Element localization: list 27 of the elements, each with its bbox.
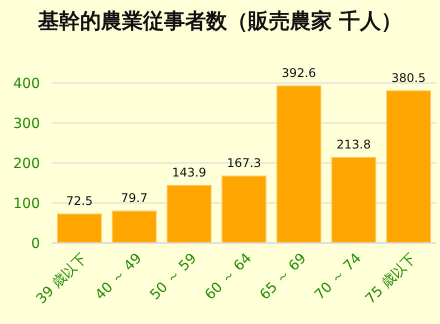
bar [166, 184, 212, 244]
bar [276, 85, 322, 244]
data-label: 380.5 [391, 70, 426, 85]
x-tick-label: 40 ～ 49 [92, 250, 146, 304]
chart-title: 基幹的農業従事者数（販売農家 千人） [36, 9, 402, 33]
x-tick-label: 60 ～ 64 [202, 250, 255, 304]
bar [222, 176, 266, 244]
y-tick-label: 100 [13, 196, 40, 212]
y-tick-label: 0 [31, 236, 40, 252]
y-tick-label: 400 [13, 76, 40, 92]
data-label: 392.6 [282, 66, 316, 80]
data-label: 213.8 [336, 137, 371, 152]
bar [112, 210, 157, 244]
data-label: 79.7 [120, 191, 148, 206]
y-tick-label: 200 [13, 156, 40, 172]
y-tick-label: 300 [13, 116, 40, 132]
x-tick-label: 39 歳以下 [34, 250, 90, 308]
x-tick-label: 75 歳以下 [362, 250, 420, 308]
x-tick-label: 65 ～ 69 [256, 250, 310, 304]
bar [386, 90, 432, 244]
data-label: 143.9 [172, 165, 206, 180]
data-label: 72.5 [66, 194, 93, 208]
bar [56, 214, 102, 244]
bar [331, 156, 376, 244]
data-label: 167.3 [226, 156, 262, 170]
x-tick-label: 50 ～ 59 [147, 250, 200, 304]
x-tick-label: 70 ～ 74 [312, 250, 365, 304]
